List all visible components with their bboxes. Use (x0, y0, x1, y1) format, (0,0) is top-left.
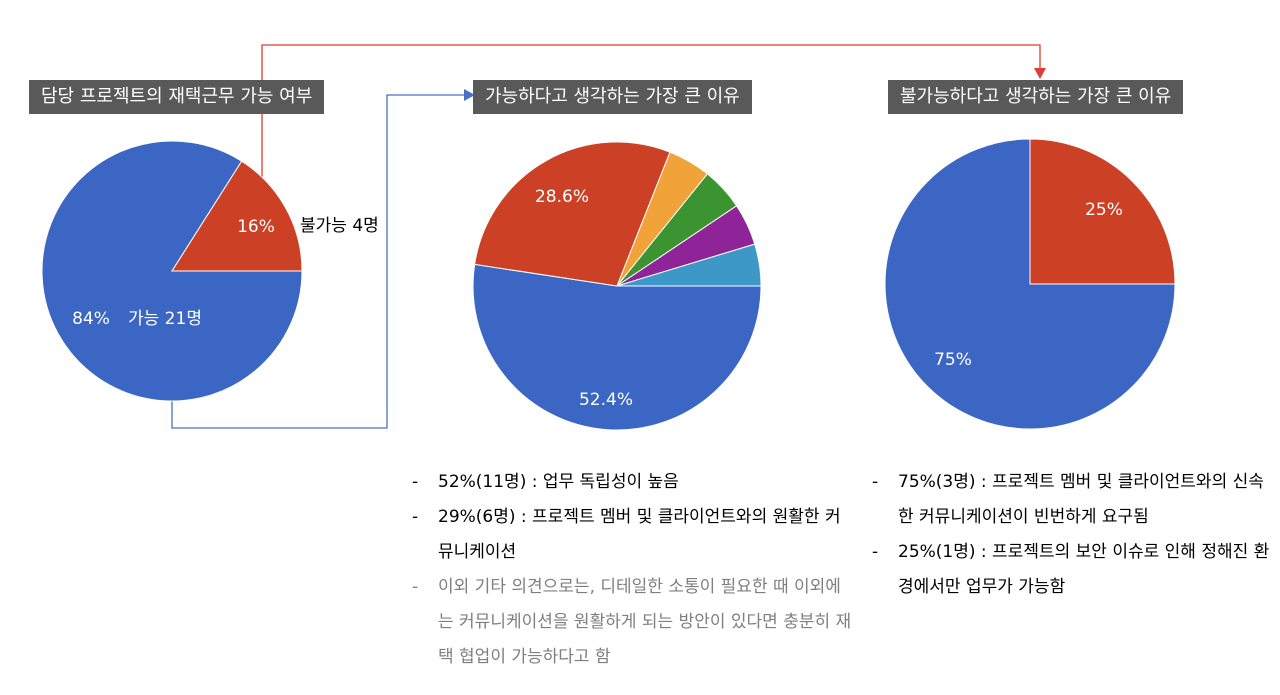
blue-connector-arrowhead (464, 89, 475, 101)
blue-connector-line (171, 94, 465, 429)
notes-impossible-reasons: -75%(3명) : 프로젝트 멤버 및 클라이언트와의 신속한 커뮤니케이션이… (872, 465, 1272, 605)
pie-slice (41, 140, 303, 402)
chart-title-impossible-reasons: 불가능하다고 생각하는 가장 큰 이유 (888, 80, 1184, 114)
note-text: 75%(3명) : 프로젝트 멤버 및 클라이언트와의 신속한 커뮤니케이션이 … (898, 472, 1264, 527)
pie-slice (616, 243, 762, 287)
pie-chart-impossible-reasons: 75% 25% (884, 138, 1176, 430)
slice-percent-label: 52.4% (579, 390, 633, 410)
bullet-dash: - (412, 507, 419, 527)
pie-slice (472, 263, 762, 431)
note-text: 29%(6명) : 프로젝트 멤버 및 클라이언트와의 원활한 커뮤니케이션 (438, 507, 841, 562)
slice-percent-label: 25% (1085, 200, 1123, 220)
pie-slice (1029, 138, 1176, 285)
pie-slice (474, 141, 671, 287)
red-connector-arrowhead (1034, 68, 1046, 79)
pie-chart-possible-reasons: 52.4% 28.6% (472, 141, 762, 431)
pie-chart-availability: 84% 가능 21명 16% 불가능 4명 (41, 140, 379, 402)
note-text: 25%(1명) : 프로젝트의 보안 이슈로 인해 정해진 환경에서만 업무가 … (898, 542, 1270, 597)
note-item: - 이외 기타 의견으로는, 디테일한 소통이 필요한 때 이외에는 커뮤니케이션… (412, 570, 852, 675)
note-item: -75%(3명) : 프로젝트 멤버 및 클라이언트와의 신속한 커뮤니케이션이… (872, 465, 1272, 535)
bullet-dash: - (412, 577, 419, 597)
bullet-dash: - (872, 472, 879, 492)
chart-title-possible-reasons: 가능하다고 생각하는 가장 큰 이유 (473, 80, 752, 114)
note-item: -25%(1명) : 프로젝트의 보안 이슈로 인해 정해진 환경에서만 업무가… (872, 535, 1272, 605)
bullet-dash: - (872, 542, 879, 562)
slice-category-label: 불가능 4명 (300, 216, 379, 236)
note-text: 52%(11명) : 업무 독립성이 높음 (438, 472, 679, 492)
bullet-dash: - (412, 472, 419, 492)
chart-title-availability: 담당 프로젝트의 재택근무 가능 여부 (29, 80, 325, 114)
pie-slice (171, 160, 303, 272)
note-text: 이외 기타 의견으로는, 디테일한 소통이 필요한 때 이외에는 커뮤니케이션을… (438, 577, 852, 667)
slice-percent-label: 84% (72, 309, 110, 329)
slice-category-label: 가능 21명 (128, 309, 202, 329)
notes-possible-reasons: -52%(11명) : 업무 독립성이 높음 -29%(6명) : 프로젝트 멤… (412, 465, 852, 675)
slice-percent-label: 75% (934, 350, 972, 370)
note-item: -52%(11명) : 업무 독립성이 높음 (412, 465, 852, 500)
slice-percent-label: 28.6% (535, 187, 589, 207)
note-item: -29%(6명) : 프로젝트 멤버 및 클라이언트와의 원활한 커뮤니케이션 (412, 500, 852, 570)
slice-percent-label: 16% (237, 217, 275, 237)
